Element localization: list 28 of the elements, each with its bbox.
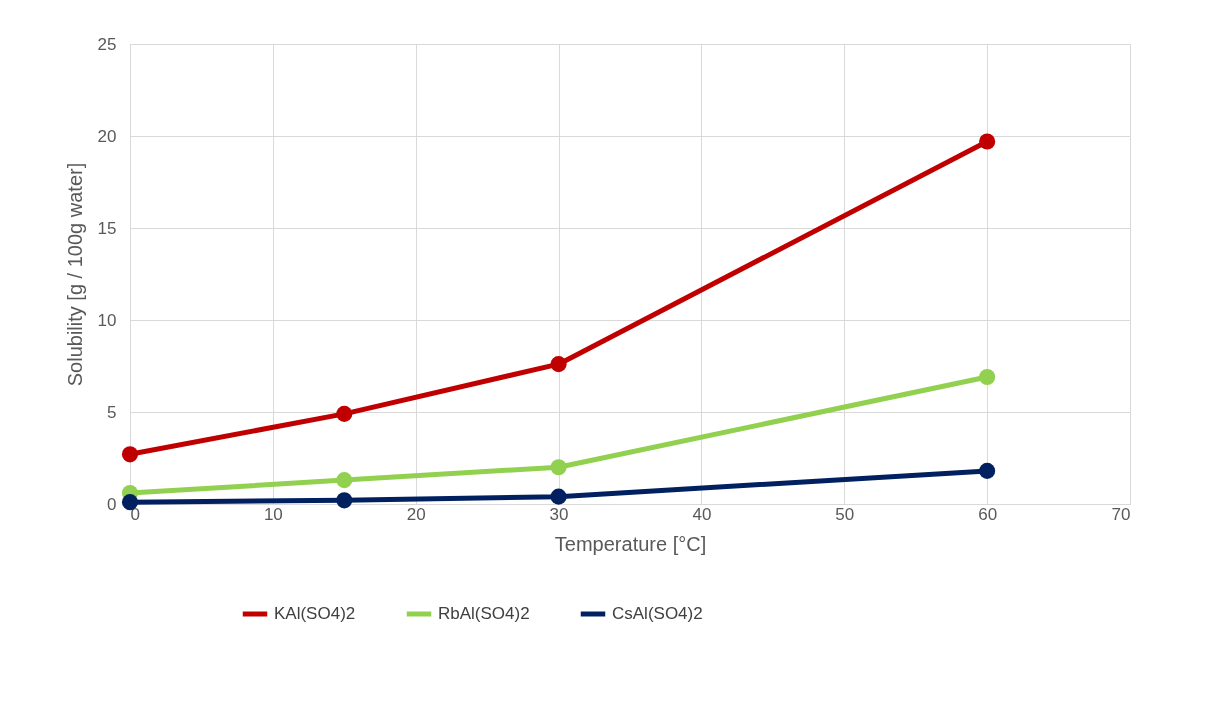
legend-label: KAl(SO4)2 <box>274 604 356 623</box>
point <box>979 462 996 479</box>
y-axis-title: Solubility [g / 100g water] <box>63 162 86 387</box>
point <box>121 446 139 463</box>
y-tick-label: 25 <box>97 34 117 54</box>
point <box>550 488 567 505</box>
x-tick-label: 60 <box>978 504 998 524</box>
x-tick-label: 40 <box>692 504 712 524</box>
legend-label: CsAl(SO4)2 <box>612 604 703 623</box>
x-axis-title: Temperature [°C] <box>554 532 707 555</box>
point <box>550 356 567 373</box>
x-tick-label: 0 <box>130 504 140 524</box>
legend-label: RbAl(SO4)2 <box>438 604 530 623</box>
x-tick-label: 10 <box>263 504 283 524</box>
point <box>336 405 353 422</box>
y-tick-label: 15 <box>97 218 117 238</box>
x-tick-label: 50 <box>835 504 855 524</box>
point <box>336 492 353 509</box>
point <box>550 459 567 476</box>
y-tick-label: 10 <box>97 310 117 330</box>
point <box>336 472 353 489</box>
point <box>979 133 996 150</box>
point <box>979 368 996 386</box>
x-tick-label: 30 <box>549 504 569 524</box>
x-tick-label: 70 <box>1111 504 1131 524</box>
x-tick-label: 20 <box>406 504 426 524</box>
y-tick-label: 20 <box>97 126 117 146</box>
y-tick-label: 5 <box>107 402 117 422</box>
